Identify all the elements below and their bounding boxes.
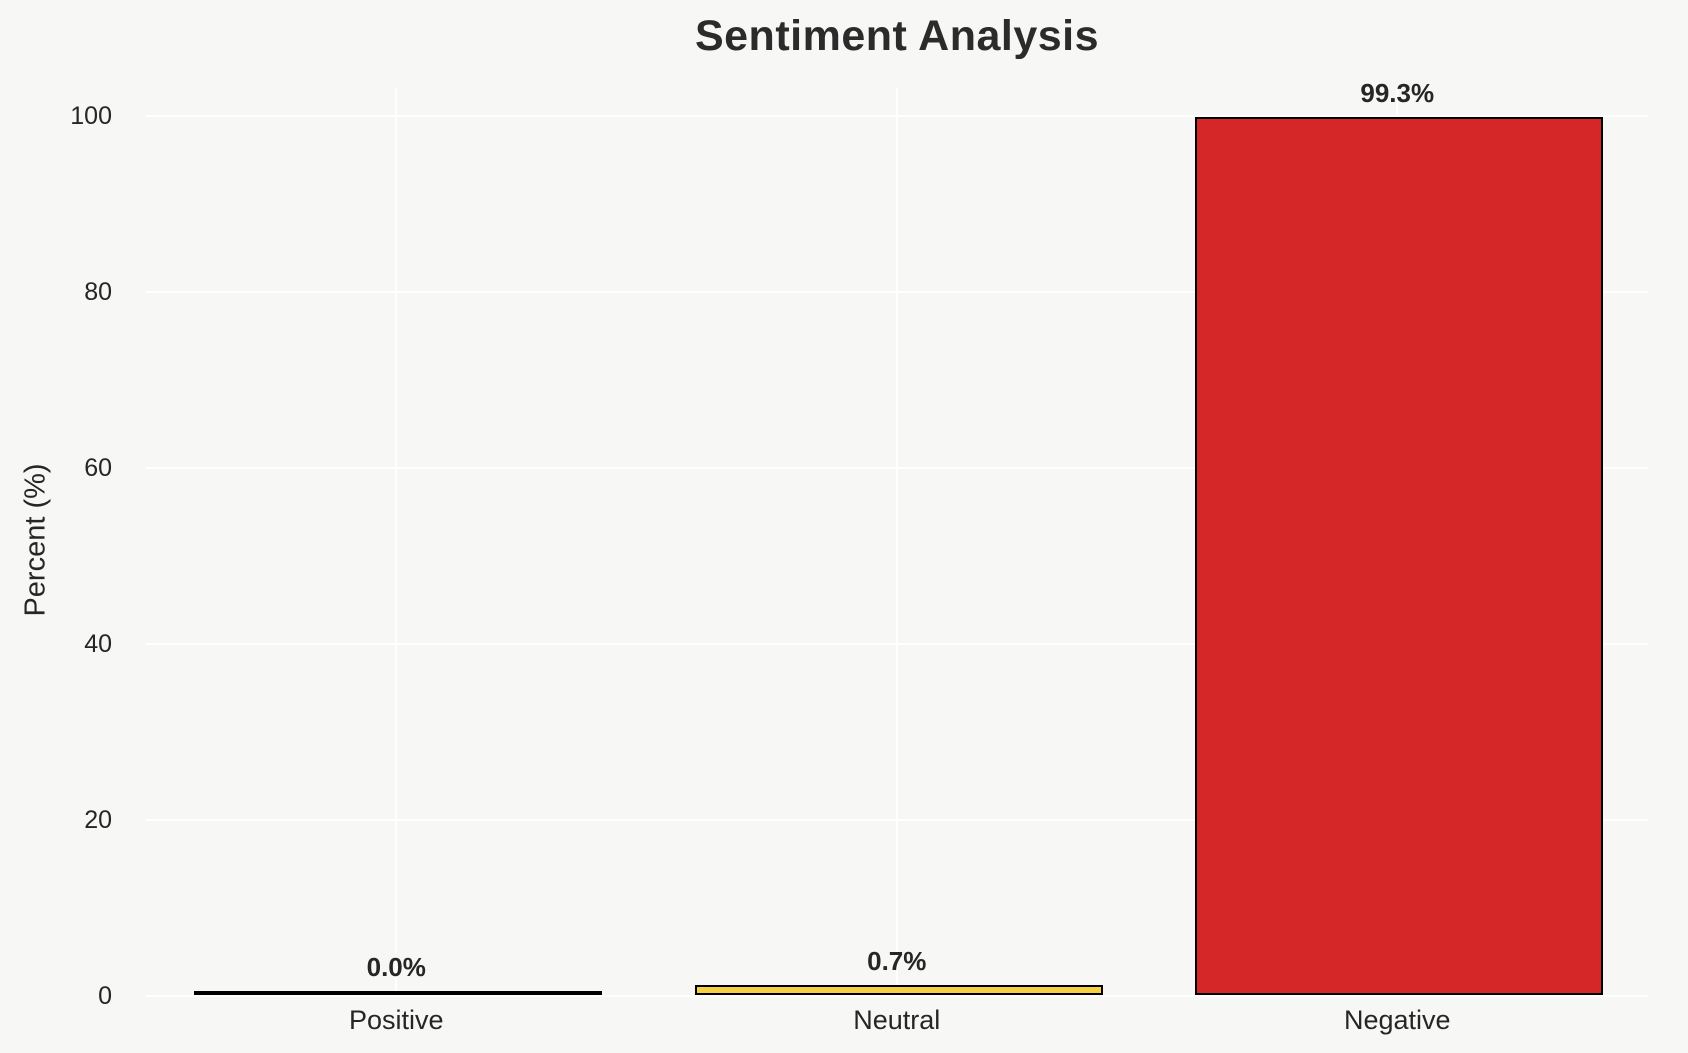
- bar-negative: [1195, 117, 1604, 995]
- x-tick-label-positive: Positive: [348, 1005, 444, 1035]
- x-tick-label-negative: Negative: [1343, 1005, 1451, 1035]
- bar-positive: [194, 991, 603, 995]
- y-tick-label-80: 80: [84, 278, 112, 306]
- y-tick-label-40: 40: [84, 630, 112, 658]
- x-tick-label-neutral: Neutral: [853, 1005, 941, 1035]
- gridline-y-0: [146, 995, 1648, 997]
- value-label-neutral: 0.7%: [867, 946, 927, 976]
- y-tick-label-100: 100: [70, 102, 112, 130]
- y-tick-label-0: 0: [98, 982, 112, 1010]
- bar-neutral: [694, 985, 1103, 995]
- gridline-x-neutral: [895, 88, 898, 996]
- value-label-positive: 0.0%: [366, 952, 426, 982]
- y-tick-label-20: 20: [84, 806, 112, 834]
- y-tick-label-60: 60: [84, 454, 112, 482]
- chart-title: Sentiment Analysis: [694, 12, 1100, 60]
- gridline-x-positive: [395, 88, 398, 996]
- value-label-negative: 99.3%: [1360, 78, 1435, 108]
- y-axis-label: Percent (%): [19, 463, 52, 617]
